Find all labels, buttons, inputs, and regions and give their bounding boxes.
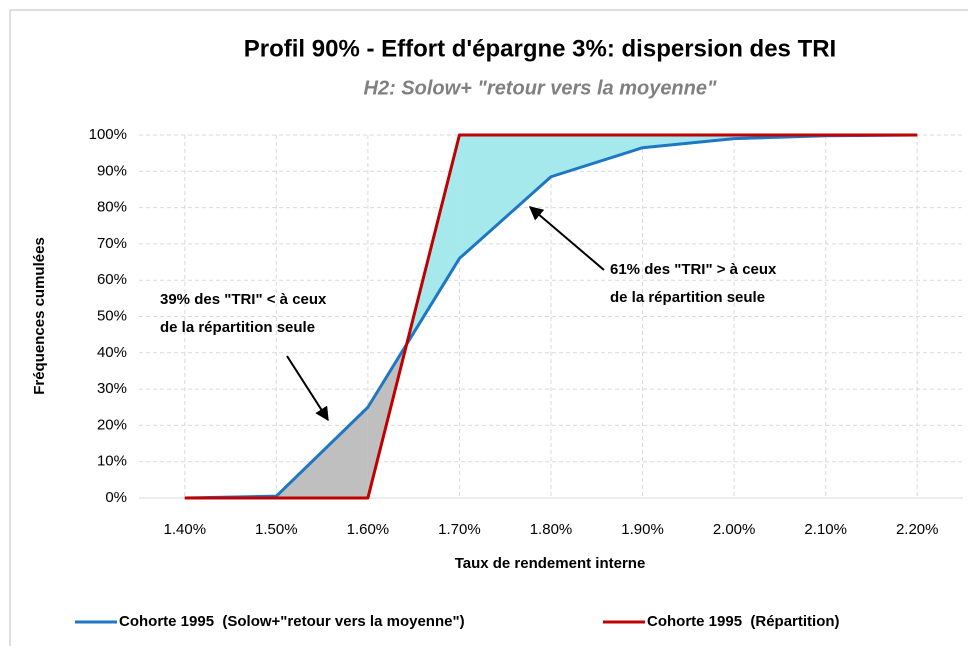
legend-label: Cohorte 1995 (Répartition) [647,613,840,630]
shade-area [551,135,643,177]
y-tick-label: 90% [97,162,127,179]
shade-area [459,135,551,259]
annotations: 39% des "TRI" < à ceux de la répartition… [160,206,777,422]
series-line [184,133,918,500]
x-tick-label: 1.90% [621,521,664,538]
series-line [184,133,918,500]
x-axis-label: Taux de rendement interne [455,555,646,572]
x-tick-label: 1.80% [530,521,573,538]
annotation-text: 39% des "TRI" < à ceux [160,291,327,308]
annotation-text: de la répartition seule [610,289,765,306]
y-tick-label: 50% [97,307,127,324]
chart-subtitle: H2: Solow+ "retour vers la moyenne" [364,77,717,99]
x-tick-label: 1.70% [438,521,481,538]
x-tick-label: 1.60% [347,521,390,538]
annotation-arrow [528,206,605,271]
annotation-text: 61% des "TRI" > à ceux [610,261,777,278]
y-tick-label: 0% [105,489,127,506]
y-tick-label: 80% [97,199,127,216]
chart-title: Profil 90% - Effort d'épargne 3%: disper… [244,35,836,62]
y-tick-label: 30% [97,380,127,397]
x-tick-label: 2.10% [804,521,847,538]
y-tick-label: 20% [97,416,127,433]
annotation-text: de la répartition seule [160,319,315,336]
x-tick-label: 2.00% [713,521,756,538]
x-tick-label: 1.50% [255,521,298,538]
y-tick-label: 60% [97,271,127,288]
y-axis-label: Fréquences cumulées [31,237,48,395]
x-tick-label: 2.20% [896,521,939,538]
y-tick-label: 70% [97,235,127,252]
x-tick-label: 1.40% [164,521,207,538]
legend-label: Cohorte 1995 (Solow+"retour vers la moye… [119,613,465,630]
annotation-arrow [286,355,329,422]
y-tick-label: 40% [97,344,127,361]
y-tick-label: 100% [89,126,127,143]
chart-frame [9,9,968,651]
y-tick-label: 10% [97,453,127,470]
